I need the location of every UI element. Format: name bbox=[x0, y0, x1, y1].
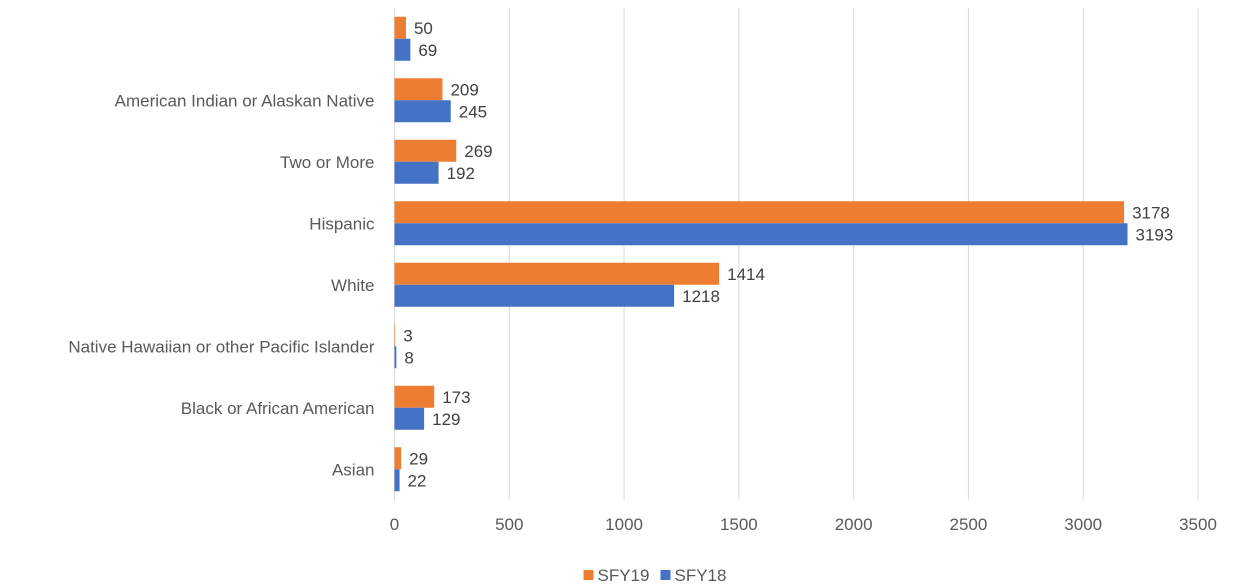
data-label: 129 bbox=[432, 410, 460, 429]
bar-sfy19 bbox=[394, 262, 720, 285]
bar-sfy18 bbox=[394, 407, 425, 430]
bar-sfy18 bbox=[394, 38, 411, 61]
x-tick-label: 3000 bbox=[1064, 515, 1102, 534]
bar-sfy19 bbox=[394, 78, 443, 101]
data-label: 69 bbox=[418, 41, 437, 60]
category-label: Black or African American bbox=[181, 399, 375, 418]
legend-label: SFY18 bbox=[675, 566, 727, 585]
x-axis-ticks: 0 500 1000 1500 2000 2500 3000 3500 bbox=[390, 515, 1217, 534]
legend-label: SFY19 bbox=[598, 566, 650, 585]
category-label: Native Hawaiian or other Pacific Islande… bbox=[68, 337, 374, 356]
data-label: 209 bbox=[450, 80, 478, 99]
category-label: Asian bbox=[332, 460, 375, 479]
legend-swatch-sfy18 bbox=[660, 570, 671, 580]
bar-sfy19 bbox=[394, 201, 1125, 224]
category-label: Hispanic bbox=[309, 214, 375, 233]
data-label: 192 bbox=[447, 164, 475, 183]
category-labels: American Indian or Alaskan Native Two or … bbox=[68, 91, 375, 479]
category-label: White bbox=[331, 276, 374, 295]
data-label: 8 bbox=[404, 348, 413, 367]
category-label: Two or More bbox=[280, 153, 374, 172]
data-label: 22 bbox=[408, 471, 427, 490]
category-label: American Indian or Alaskan Native bbox=[115, 91, 375, 110]
bar-sfy19 bbox=[394, 385, 435, 408]
x-tick-label: 1500 bbox=[720, 515, 758, 534]
bar-sfy19 bbox=[394, 324, 396, 347]
data-label: 245 bbox=[459, 102, 487, 121]
bar-sfy19 bbox=[394, 16, 406, 39]
bar-sfy19 bbox=[394, 447, 402, 470]
bar-sfy18 bbox=[394, 469, 400, 492]
x-tick-label: 1000 bbox=[605, 515, 643, 534]
data-label: 269 bbox=[464, 142, 492, 161]
bar-sfy18 bbox=[394, 161, 439, 184]
data-labels: 50 69 209 245 269 192 3178 3193 1414 1218 3 8 173 129… bbox=[403, 19, 1173, 491]
bar-sfy18 bbox=[394, 223, 1128, 246]
legend-swatch-sfy19 bbox=[583, 570, 594, 580]
x-tick-label: 3500 bbox=[1179, 515, 1217, 534]
data-label: 1218 bbox=[682, 287, 720, 306]
bar-sfy19 bbox=[394, 139, 457, 162]
data-label: 3193 bbox=[1136, 225, 1174, 244]
gridlines bbox=[394, 8, 1199, 500]
x-tick-label: 2000 bbox=[835, 515, 873, 534]
bar-sfy18 bbox=[394, 284, 675, 307]
x-tick-label: 500 bbox=[495, 515, 523, 534]
data-label: 1414 bbox=[727, 265, 765, 284]
data-label: 3 bbox=[403, 326, 412, 345]
x-tick-label: 0 bbox=[390, 515, 399, 534]
data-label: 29 bbox=[409, 449, 428, 468]
x-tick-label: 2500 bbox=[950, 515, 988, 534]
bar-sfy18 bbox=[394, 100, 451, 123]
data-label: 173 bbox=[442, 388, 470, 407]
bars bbox=[394, 16, 1128, 492]
legend: SFY19 SFY18 bbox=[583, 566, 727, 585]
data-label: 3178 bbox=[1132, 203, 1170, 222]
bar-sfy18 bbox=[394, 346, 397, 369]
data-label: 50 bbox=[414, 19, 433, 38]
